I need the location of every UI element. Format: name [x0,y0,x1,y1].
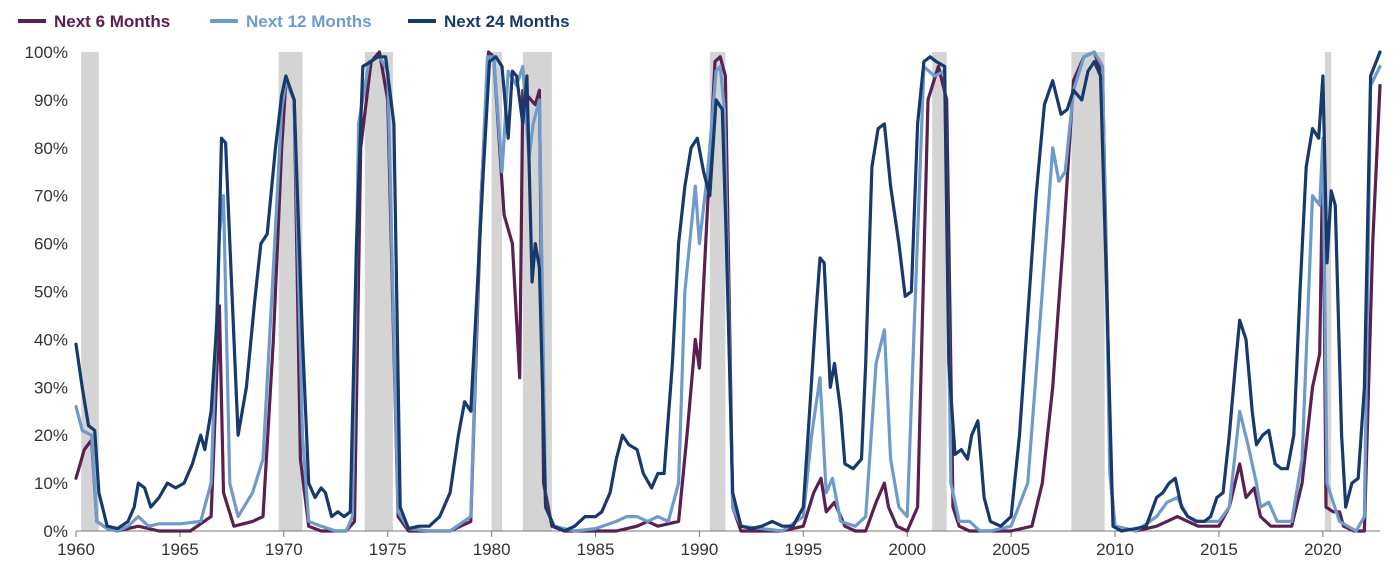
series-lines [74,50,1382,533]
y-tick-label: 90% [34,91,68,110]
y-tick-label: 50% [34,283,68,302]
legend-item-12-months: Next 12 Months [210,12,372,31]
y-tick-label: 80% [34,139,68,158]
x-tick-label: 1990 [681,540,719,559]
legend: Next 6 Months Next 12 Months Next 24 Mon… [18,12,570,31]
x-tick-label: 1970 [265,540,303,559]
x-tick-label: 2020 [1304,540,1342,559]
axes: 0% 10% 20% 30% 40% 50% 60% 70% 80% 90% 100% 1960 196… [25,43,1380,559]
x-tick-label: 2000 [888,540,926,559]
legend-item-24-months: Next 24 Months [408,12,570,31]
x-tick-label: 2005 [992,540,1030,559]
recession-band-8 [1324,52,1332,531]
x-tick-label: 1965 [161,540,199,559]
y-tick-label: 10% [34,474,68,493]
x-tick-label: 2010 [1096,540,1134,559]
y-tick-label: 60% [34,235,68,254]
legend-label-6-months: Next 6 Months [54,12,170,31]
y-tick-label: 100% [25,43,68,62]
y-tick-label: 30% [34,378,68,397]
y-tick-label: 0% [43,522,68,541]
recession-band-7 [1071,52,1105,531]
legend-label-12-months: Next 12 Months [246,12,372,31]
recession-bands [81,52,1332,531]
legend-item-6-months: Next 6 Months [18,12,170,31]
series-line-24-months [74,50,1382,533]
y-tick-label: 20% [34,426,68,445]
x-tick-label: 2015 [1200,540,1238,559]
recession-band-6 [932,52,947,531]
x-tick-label: 1995 [784,540,822,559]
x-tick-label: 1960 [57,540,95,559]
x-tick-label: 1975 [369,540,407,559]
recession-band-3 [491,52,503,531]
recession-band-5 [709,52,726,531]
x-tick-label: 1980 [473,540,511,559]
legend-label-24-months: Next 24 Months [444,12,570,31]
y-tick-label: 40% [34,330,68,349]
x-tick-label: 1985 [577,540,615,559]
y-tick-label: 70% [34,187,68,206]
